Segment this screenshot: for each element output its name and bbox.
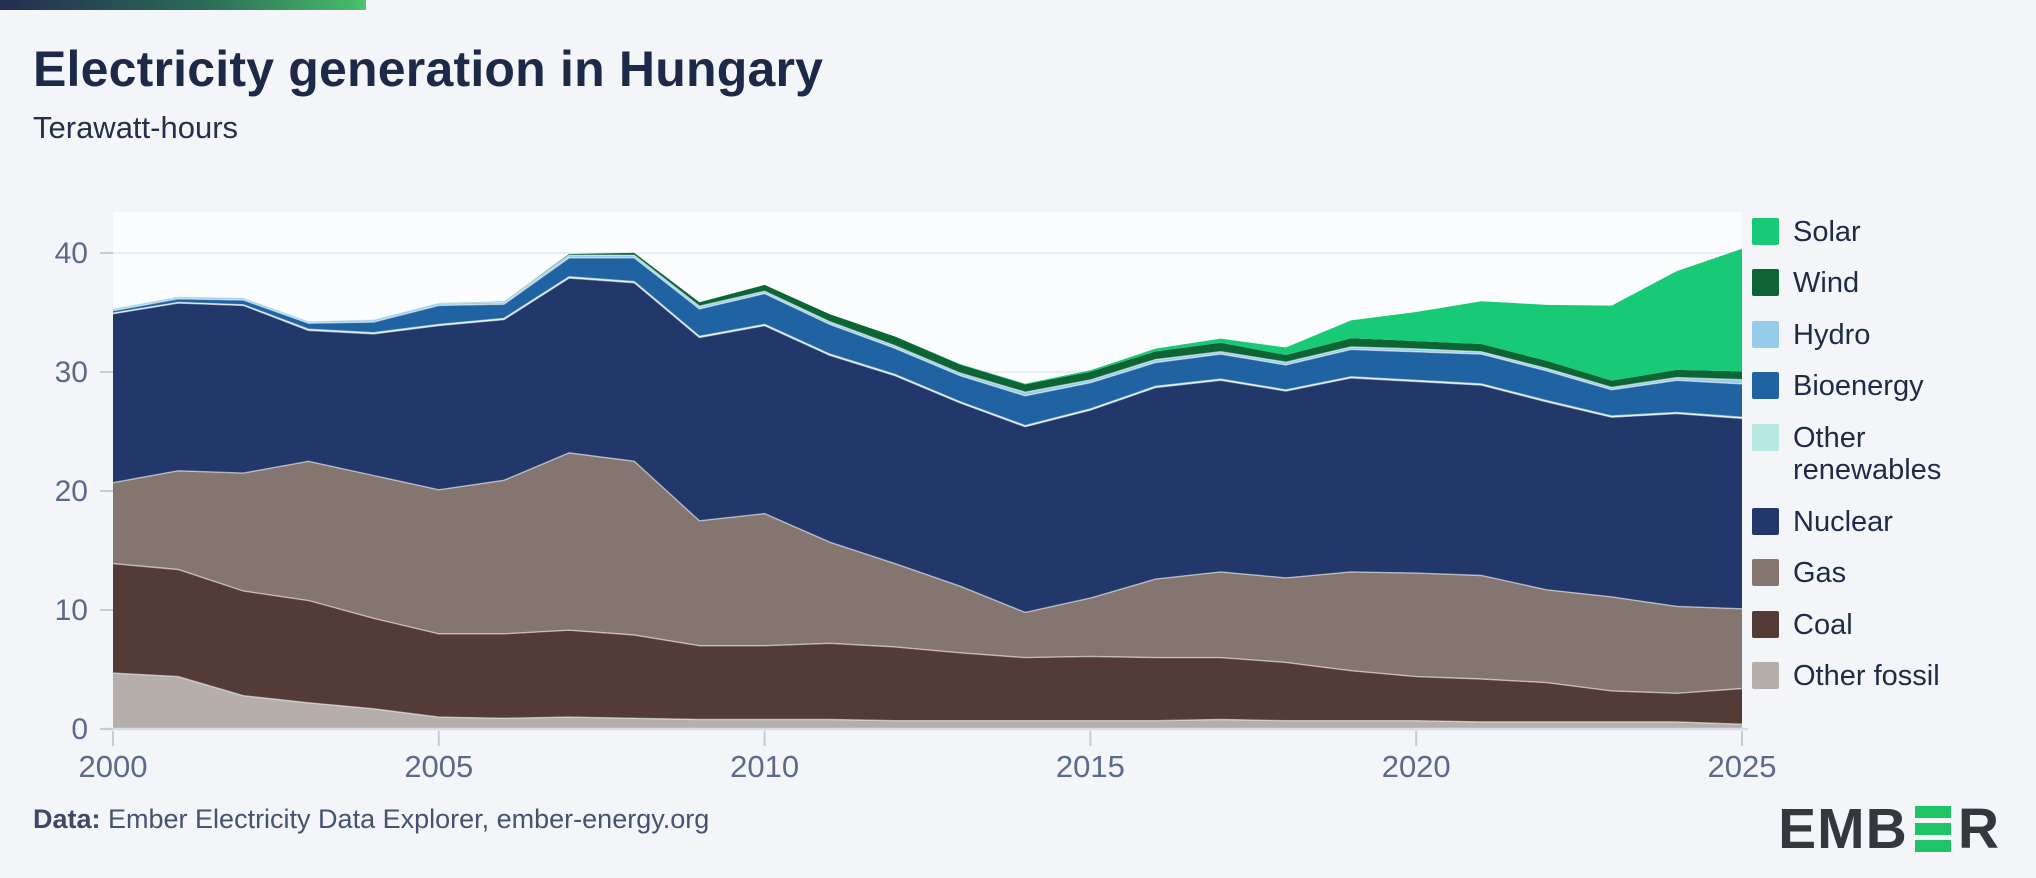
svg-text:40: 40 bbox=[55, 237, 88, 270]
legend-label: Hydro bbox=[1793, 318, 1871, 351]
legend-item-other-fossil: Other fossil bbox=[1752, 660, 2024, 692]
legend-label: Gas bbox=[1793, 557, 1847, 590]
legend-item-gas: Gas bbox=[1752, 557, 2024, 589]
legend-label: Coal bbox=[1793, 608, 1853, 641]
data-source-text: Ember Electricity Data Explorer, ember-e… bbox=[100, 804, 710, 834]
ember-logo-text-right: R bbox=[1957, 797, 2000, 861]
page-subtitle: Terawatt-hours bbox=[33, 110, 239, 145]
area-nuclear bbox=[113, 278, 1742, 613]
ember-logo-bars-icon bbox=[1914, 806, 1951, 852]
legend-swatch-hydro bbox=[1752, 320, 1779, 348]
area-other-fossil bbox=[113, 673, 1742, 729]
area-gas bbox=[113, 452, 1742, 694]
legend-item-wind: Wind bbox=[1752, 267, 2024, 299]
chart-legend: Solar Wind Hydro Bioenergy Other renewables N… bbox=[1752, 216, 2024, 693]
legend-label: Other renewables bbox=[1793, 421, 1942, 487]
svg-text:2005: 2005 bbox=[404, 749, 473, 784]
area-bioenergy bbox=[113, 257, 1742, 426]
legend-swatch-gas bbox=[1752, 559, 1779, 587]
svg-text:0: 0 bbox=[71, 713, 88, 746]
legend-item-other-renewables: Other renewables bbox=[1752, 422, 2024, 487]
legend-item-solar: Solar bbox=[1752, 216, 2024, 248]
svg-text:10: 10 bbox=[55, 594, 88, 627]
area-coal bbox=[113, 563, 1742, 725]
svg-text:2015: 2015 bbox=[1056, 749, 1125, 784]
legend-label: Other fossil bbox=[1793, 660, 1940, 693]
svg-text:2000: 2000 bbox=[79, 749, 148, 784]
legend-swatch-other-fossil bbox=[1752, 662, 1779, 690]
svg-text:2025: 2025 bbox=[1708, 749, 1777, 784]
svg-text:30: 30 bbox=[55, 356, 88, 389]
svg-text:2020: 2020 bbox=[1382, 749, 1451, 784]
ember-logo-text-left: EMB bbox=[1778, 797, 1908, 861]
page-title: Electricity generation in Hungary bbox=[33, 41, 824, 97]
legend-swatch-solar bbox=[1752, 218, 1779, 245]
accent-gradient-bar bbox=[0, 0, 366, 10]
legend-label: Wind bbox=[1793, 267, 1860, 300]
ember-logo: EMB R bbox=[1778, 796, 2000, 862]
legend-item-hydro: Hydro bbox=[1752, 319, 2024, 351]
data-source-label: Data: bbox=[33, 804, 101, 834]
data-source-note: Data: Ember Electricity Data Explorer, e… bbox=[33, 804, 709, 835]
legend-swatch-bioenergy bbox=[1752, 372, 1779, 400]
svg-text:20: 20 bbox=[55, 475, 88, 508]
legend-item-coal: Coal bbox=[1752, 609, 2024, 641]
legend-label: Bioenergy bbox=[1793, 370, 1924, 403]
legend-label: Nuclear bbox=[1793, 505, 1893, 538]
legend-swatch-other-renewables bbox=[1752, 423, 1779, 451]
legend-label: Solar bbox=[1793, 216, 1861, 248]
svg-text:2010: 2010 bbox=[730, 749, 799, 784]
legend-swatch-nuclear bbox=[1752, 507, 1779, 535]
legend-swatch-coal bbox=[1752, 610, 1779, 638]
legend-item-nuclear: Nuclear bbox=[1752, 506, 2024, 538]
legend-swatch-wind bbox=[1752, 269, 1779, 297]
legend-item-bioenergy: Bioenergy bbox=[1752, 370, 2024, 402]
area-solar bbox=[113, 248, 1742, 385]
